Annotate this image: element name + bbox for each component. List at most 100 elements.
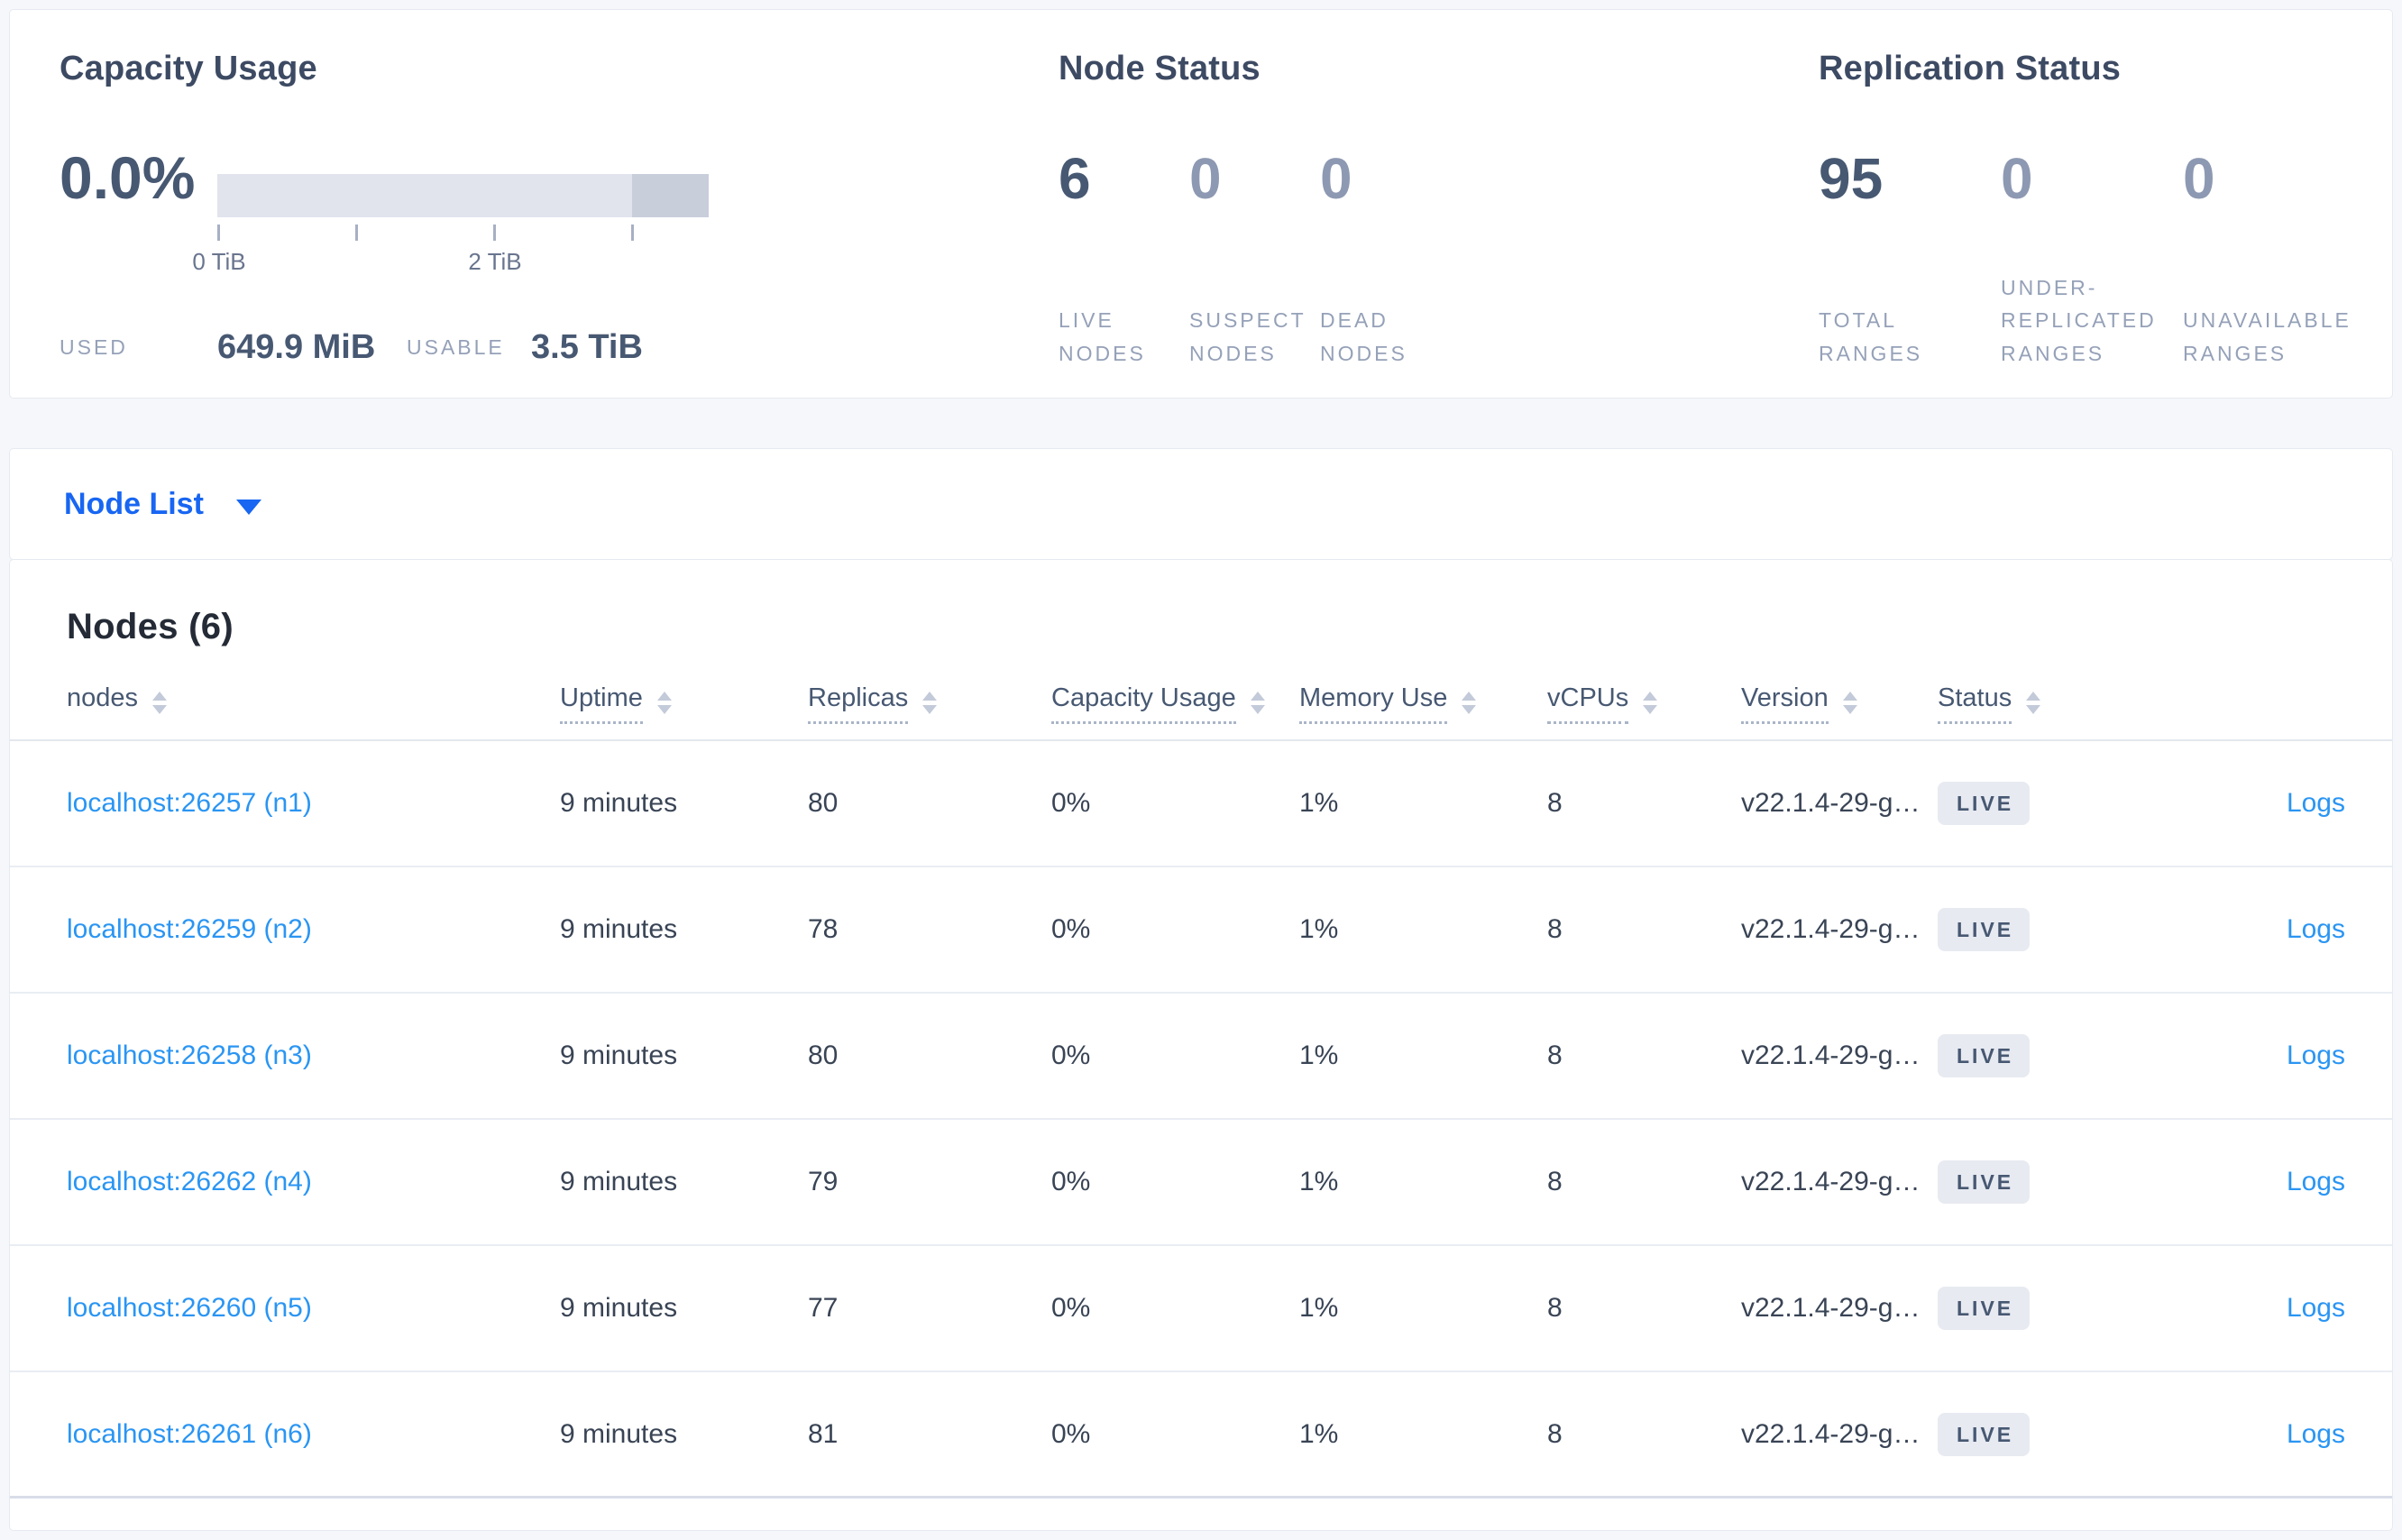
logs-link[interactable]: Logs (2286, 1418, 2345, 1449)
table-row: localhost:26260 (n5) 9 minutes 77 0% 1% … (10, 1246, 2392, 1372)
logs-link[interactable]: Logs (2286, 1293, 2345, 1323)
table-header-row: nodes Uptime Replicas Capacity Usage Mem… (10, 658, 2392, 741)
node-status-title: Node Status (1059, 50, 1261, 87)
capacity-usage-cell: 0% (1051, 914, 1091, 944)
memory-use-cell: 1% (1299, 1167, 1339, 1196)
status-badge: LIVE (1938, 782, 2031, 825)
version-cell: v22.1.4-29-g… (1741, 1040, 1921, 1070)
capacity-usage-cell: 0% (1051, 1418, 1091, 1449)
table-row: localhost:26258 (n3) 9 minutes 80 0% 1% … (10, 994, 2392, 1120)
status-badge: LIVE (1938, 1160, 2031, 1204)
capacity-usage-cell: 0% (1051, 1040, 1091, 1070)
nodes-table: nodes Uptime Replicas Capacity Usage Mem… (10, 658, 2392, 1499)
node-link[interactable]: localhost:26261 (n6) (67, 1418, 312, 1449)
status-badge: LIVE (1938, 908, 2031, 951)
uptime-cell: 9 minutes (560, 1167, 678, 1196)
column-header-capacity-usage[interactable]: Capacity Usage (1051, 683, 1299, 725)
used-label: USED (60, 335, 128, 360)
replicas-cell: 77 (808, 1293, 839, 1323)
nodes-table-card: Nodes (6) nodes Uptime Replicas Capacity… (9, 559, 2393, 1531)
replicas-cell: 80 (808, 788, 839, 818)
vcpus-cell: 8 (1547, 1418, 1563, 1449)
capacity-usage-cell: 0% (1051, 1167, 1091, 1196)
axis-tick (631, 225, 634, 241)
table-row: localhost:26261 (n6) 9 minutes 81 0% 1% … (10, 1372, 2392, 1499)
logs-link[interactable]: Logs (2286, 1167, 2345, 1196)
logs-link[interactable]: Logs (2286, 914, 2345, 944)
replicas-cell: 79 (808, 1167, 839, 1196)
replication-status-title: Replication Status (1819, 50, 2122, 87)
axis-tick (217, 225, 220, 241)
usable-value: 3.5 TiB (531, 328, 643, 366)
nodes-table-title: Nodes (6) (67, 607, 234, 646)
axis-tick (493, 225, 496, 241)
total-ranges-label: TOTAL RANGES (1819, 308, 1923, 366)
memory-use-cell: 1% (1299, 1418, 1339, 1449)
uptime-cell: 9 minutes (560, 1040, 678, 1070)
capacity-bar-chart: 0 TiB 2 TiB (192, 174, 709, 279)
total-ranges-count: 95 (1819, 146, 1884, 211)
replicas-cell: 80 (808, 1040, 839, 1070)
used-value: 649.9 MiB (217, 328, 376, 366)
capacity-axis-ticks (217, 225, 709, 244)
column-header-version[interactable]: Version (1741, 683, 1938, 725)
memory-use-cell: 1% (1299, 1040, 1339, 1070)
memory-use-cell: 1% (1299, 788, 1339, 818)
version-cell: v22.1.4-29-g… (1741, 788, 1921, 818)
column-header-replicas[interactable]: Replicas (808, 683, 1051, 725)
suspect-nodes-count: 0 (1189, 146, 1222, 211)
memory-use-cell: 1% (1299, 914, 1339, 944)
uptime-cell: 9 minutes (560, 788, 678, 818)
chevron-down-icon (235, 499, 261, 515)
live-nodes-label: LIVE NODES (1059, 308, 1146, 366)
capacity-bar (217, 174, 709, 217)
uptime-cell: 9 minutes (560, 1293, 678, 1323)
capacity-usage-cell: 0% (1051, 788, 1091, 818)
capacity-usage-section: Capacity Usage 0.0% 0 TiB 2 TiB USED (60, 10, 1006, 398)
node-link[interactable]: localhost:26258 (n3) (67, 1040, 312, 1070)
table-row: localhost:26262 (n4) 9 minutes 79 0% 1% … (10, 1120, 2392, 1246)
status-badge: LIVE (1938, 1034, 2031, 1077)
replicas-cell: 81 (808, 1418, 839, 1449)
sort-icon (152, 691, 168, 714)
capacity-usage-cell: 0% (1051, 1293, 1091, 1323)
status-badge: LIVE (1938, 1287, 2031, 1330)
version-cell: v22.1.4-29-g… (1741, 914, 1921, 944)
usable-label: USABLE (407, 335, 505, 360)
version-cell: v22.1.4-29-g… (1741, 1418, 1921, 1449)
node-link[interactable]: localhost:26259 (n2) (67, 914, 312, 944)
column-header-uptime[interactable]: Uptime (560, 683, 808, 725)
node-link[interactable]: localhost:26257 (n1) (67, 788, 312, 818)
logs-link[interactable]: Logs (2286, 788, 2345, 818)
dead-nodes-label: DEAD NODES (1320, 308, 1407, 366)
capacity-bar-dark-segment (632, 174, 709, 217)
capacity-usage-title: Capacity Usage (60, 50, 317, 87)
uptime-cell: 9 minutes (560, 914, 678, 944)
status-badge: LIVE (1938, 1412, 2031, 1456)
unavailable-ranges-label: UNAVAILABLE RANGES (2183, 308, 2352, 366)
vcpus-cell: 8 (1547, 1293, 1563, 1323)
node-link[interactable]: localhost:26260 (n5) (67, 1293, 312, 1323)
node-list-dropdown-bar: Node List (9, 448, 2393, 560)
memory-use-cell: 1% (1299, 1293, 1339, 1323)
sort-icon (922, 691, 938, 714)
suspect-nodes-label: SUSPECT NODES (1189, 308, 1306, 366)
sort-icon (656, 691, 672, 714)
column-header-status[interactable]: Status (1938, 683, 2165, 725)
axis-tick-label: 0 TiB (192, 248, 246, 275)
live-nodes-count: 6 (1059, 146, 1091, 211)
column-header-nodes[interactable]: nodes (67, 683, 560, 714)
column-header-vcpus[interactable]: vCPUs (1547, 683, 1741, 725)
uptime-cell: 9 minutes (560, 1418, 678, 1449)
sort-icon (1250, 691, 1265, 714)
table-row: localhost:26259 (n2) 9 minutes 78 0% 1% … (10, 867, 2392, 994)
version-cell: v22.1.4-29-g… (1741, 1167, 1921, 1196)
logs-link[interactable]: Logs (2286, 1040, 2345, 1070)
node-status-section: Node Status 6 0 0 LIVE NODES SUSPECT NOD… (1059, 10, 1780, 398)
replication-status-section: Replication Status 95 0 0 TOTAL RANGES U… (1819, 10, 2378, 398)
vcpus-cell: 8 (1547, 1167, 1563, 1196)
sort-icon (1462, 691, 1477, 714)
node-link[interactable]: localhost:26262 (n4) (67, 1167, 312, 1196)
column-header-memory-use[interactable]: Memory Use (1299, 683, 1547, 725)
node-list-dropdown[interactable]: Node List (64, 449, 261, 559)
